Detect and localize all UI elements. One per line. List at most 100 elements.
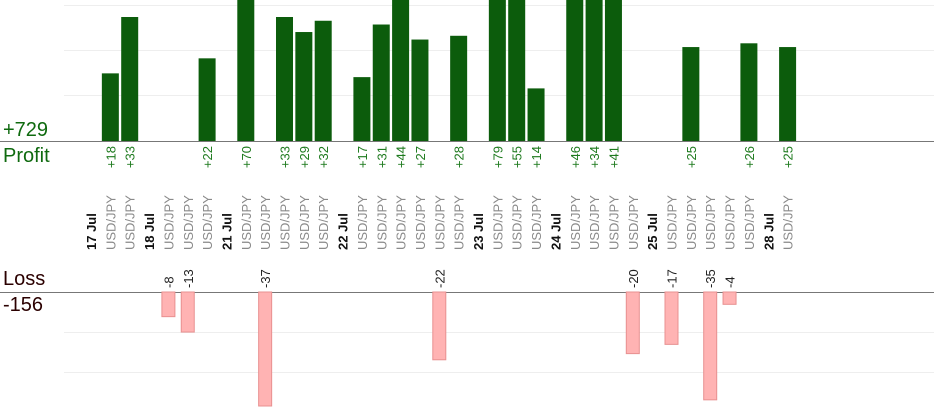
pair-label: USD/JPY <box>606 195 621 250</box>
profit-value-label: +29 <box>297 146 312 168</box>
profit-bar <box>450 35 468 141</box>
pair-label: USD/JPY <box>703 195 718 250</box>
date-label: 23 Jul <box>471 213 486 250</box>
pair-label: USD/JPY <box>587 195 602 250</box>
pair-label: USD/JPY <box>568 195 583 250</box>
pair-label: USD/JPY <box>103 195 118 250</box>
loss-value-label: -17 <box>665 269 680 288</box>
profit-value-label: +70 <box>239 146 254 168</box>
profit-bar <box>585 0 603 141</box>
profit-bar <box>566 0 584 141</box>
loss-bar <box>180 291 195 333</box>
date-label: 28 Jul <box>761 213 776 250</box>
profit-bar <box>527 88 545 141</box>
profit-bar <box>604 0 622 141</box>
pair-label: USD/JPY <box>123 195 138 250</box>
pair-label: USD/JPY <box>374 195 389 250</box>
pair-label: USD/JPY <box>452 195 467 250</box>
profit-bar <box>237 0 255 141</box>
pair-label: USD/JPY <box>297 195 312 250</box>
column-labels: 17 Jul USD/JPY USD/JPY 18 Jul USD/JPY USD/JPY… <box>84 195 796 250</box>
profit-value-label: +31 <box>374 146 389 168</box>
date-label: 24 Jul <box>548 213 563 250</box>
loss-bar <box>664 291 679 345</box>
profit-value-label: +46 <box>568 146 583 168</box>
profit-label: Profit <box>3 145 50 167</box>
date-label: 22 Jul <box>336 213 351 250</box>
profit-bar <box>353 77 371 141</box>
pair-label: USD/JPY <box>258 195 273 250</box>
profit-bar <box>276 17 293 141</box>
profit-bar <box>682 47 700 141</box>
pair-label: USD/JPY <box>684 195 699 250</box>
loss-value-label: -4 <box>723 276 738 288</box>
pair-label: USD/JPY <box>355 195 370 250</box>
profit-value-label: +32 <box>316 146 331 168</box>
profit-value-label: +17 <box>355 146 370 168</box>
profit-value-label: +55 <box>510 146 525 168</box>
pair-label: USD/JPY <box>161 195 176 250</box>
loss-bar <box>161 291 176 318</box>
date-label: 21 Jul <box>219 213 234 250</box>
profit-bar <box>314 20 332 141</box>
profit-value-label: +34 <box>587 146 602 168</box>
date-label: 17 Jul <box>84 213 99 250</box>
pair-label: USD/JPY <box>200 195 215 250</box>
profit-total: +729 <box>3 119 49 141</box>
profit-value-label: +14 <box>529 146 544 168</box>
loss-bar <box>722 291 737 305</box>
profit-value-label: +44 <box>394 146 409 168</box>
pair-label: USD/JPY <box>181 195 196 250</box>
date-label: 25 Jul <box>645 213 660 250</box>
profit-bar <box>740 43 758 141</box>
loss-bar <box>432 291 447 361</box>
profit-bar <box>508 0 526 141</box>
value-labels: +18 +33 -8 -13 +22 +70 -37 +33 +29 +32 +17 +31 +44 +2… <box>103 146 795 288</box>
pair-label: USD/JPY <box>394 195 409 250</box>
profit-value-label: +26 <box>742 146 757 168</box>
pair-label: USD/JPY <box>490 195 505 250</box>
loss-value-label: -22 <box>432 269 447 288</box>
pair-label: USD/JPY <box>413 195 428 250</box>
profit-value-label: +27 <box>413 146 428 168</box>
loss-value-label: -8 <box>161 276 176 288</box>
profit-value-label: +33 <box>123 146 138 168</box>
pair-label: USD/JPY <box>239 195 254 250</box>
loss-bar <box>258 291 273 407</box>
bars <box>101 0 797 407</box>
loss-value-label: -37 <box>258 269 273 288</box>
profit-bar <box>488 0 506 141</box>
pair-label: USD/JPY <box>665 195 680 250</box>
pair-label: USD/JPY <box>510 195 525 250</box>
profit-value-label: +79 <box>490 146 505 168</box>
pair-label: USD/JPY <box>432 195 447 250</box>
loss-total: -156 <box>3 294 44 316</box>
date-label: 18 Jul <box>142 213 157 250</box>
profit-bar <box>198 58 216 142</box>
loss-value-label: -20 <box>626 269 641 288</box>
profit-value-label: +18 <box>103 146 118 168</box>
profit-bar <box>411 39 429 141</box>
profit-value-label: +41 <box>606 146 621 168</box>
loss-bar <box>625 291 640 355</box>
pair-label: USD/JPY <box>781 195 796 250</box>
profit-value-label: +25 <box>684 146 699 168</box>
profit-bar <box>392 0 410 141</box>
pair-label: USD/JPY <box>278 195 293 250</box>
profit-value-label: +25 <box>781 146 796 168</box>
pair-label: USD/JPY <box>723 195 738 250</box>
profit-bar <box>372 24 390 141</box>
profit-value-label: +28 <box>452 146 467 168</box>
pair-label: USD/JPY <box>742 195 757 250</box>
profit-value-label: +22 <box>200 146 215 168</box>
loss-value-label: -35 <box>703 269 718 288</box>
pair-label: USD/JPY <box>626 195 641 250</box>
pair-label: USD/JPY <box>529 195 544 250</box>
profit-bar <box>101 73 119 141</box>
pair-label: USD/JPY <box>316 195 331 250</box>
loss-label: Loss <box>3 268 46 290</box>
profit-bar <box>121 17 139 141</box>
profit-bar <box>779 47 797 141</box>
profit-value-label: +33 <box>278 146 293 168</box>
